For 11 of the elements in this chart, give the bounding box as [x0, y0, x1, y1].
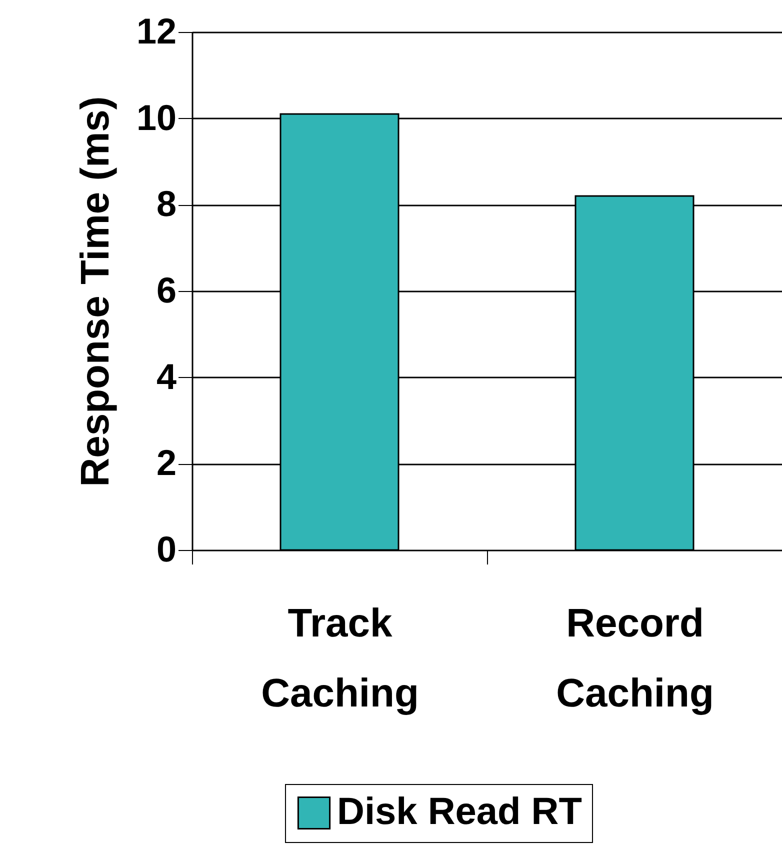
y-tick-label: 4: [156, 356, 176, 397]
y-tick-label: 0: [156, 528, 176, 570]
x-tick-label: Record Caching: [556, 602, 714, 716]
y-tick-label: 6: [156, 270, 176, 310]
y-tick-label: 2: [156, 442, 176, 484]
y-tick-label: 8: [156, 183, 176, 224]
legend-label: Disk Read RT: [337, 791, 582, 833]
y-axis-title: Response Time (ms): [73, 96, 118, 487]
y-tick-label: 10: [136, 96, 176, 138]
x-tick-label: Track Caching: [261, 602, 419, 716]
y-tick-label: 12: [136, 10, 176, 52]
